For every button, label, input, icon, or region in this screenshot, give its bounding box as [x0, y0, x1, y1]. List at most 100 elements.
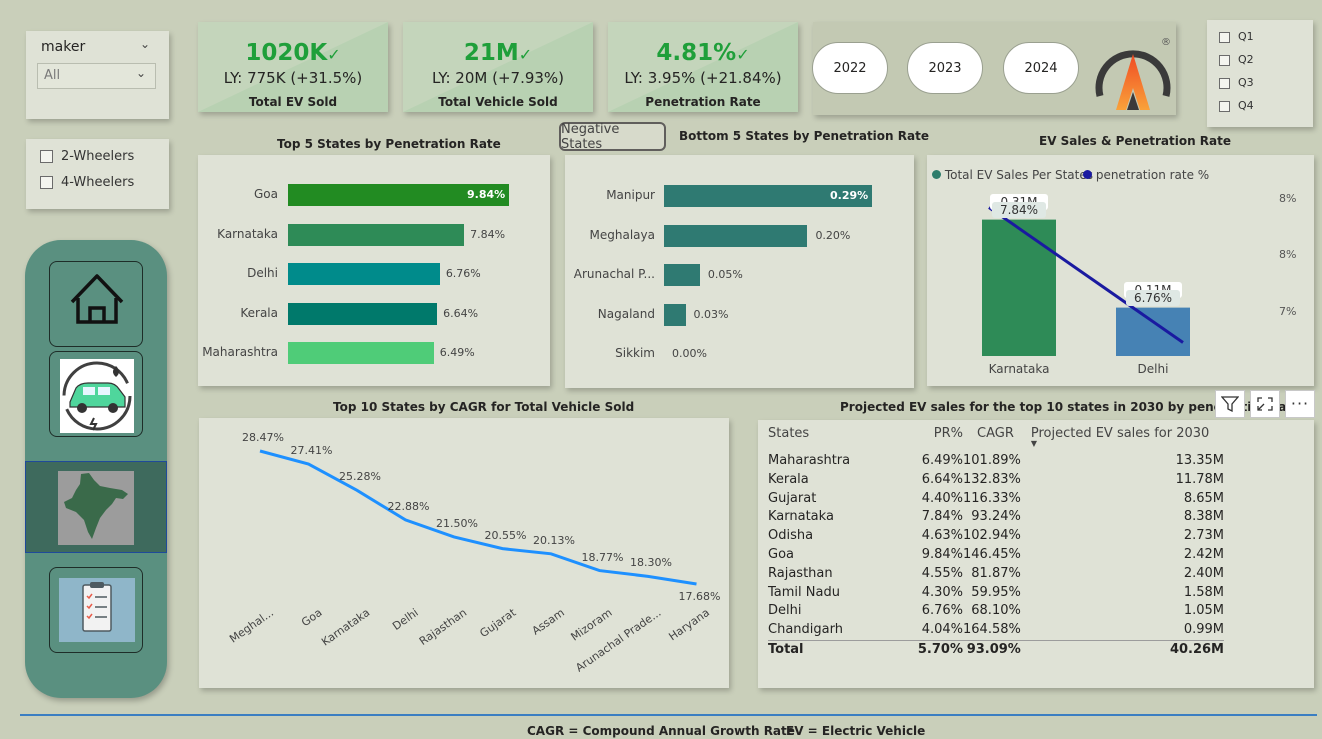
checkbox[interactable]	[1219, 77, 1230, 89]
year-button-2023[interactable]: 2023	[907, 42, 983, 94]
year-button-2024[interactable]: 2024	[1003, 42, 1079, 94]
y-tick: 8%	[1279, 248, 1297, 261]
table-row[interactable]: Delhi 6.76% 68.10% 1.05M	[768, 602, 1224, 621]
nav-map-button[interactable]	[25, 461, 167, 553]
maker-dropdown[interactable]: All ⌄	[37, 63, 156, 89]
bar[interactable]	[664, 303, 686, 326]
data-label: 22.88%	[387, 499, 430, 513]
x-axis-label: Delhi	[1137, 362, 1169, 376]
table-row[interactable]: Rajasthan 4.55% 81.87% 2.40M	[768, 565, 1224, 584]
bottom5-title: Bottom 5 States by Penetration Rate	[679, 129, 929, 143]
cell-projected: 11.78M	[1175, 471, 1224, 487]
data-label: 28.47%	[242, 431, 284, 444]
kpi-penetration-rate: 4.81%✓ LY: 3.95% (+21.84%) Penetration R…	[608, 22, 798, 112]
wheeler-option-4[interactable]: 4-Wheelers	[40, 175, 134, 190]
checkbox[interactable]	[1219, 100, 1230, 112]
table-row[interactable]: Kerala 6.64% 132.83% 11.78M	[768, 471, 1224, 490]
focus-mode-button[interactable]	[1250, 390, 1280, 418]
kpi-value: 1020K✓	[245, 40, 341, 66]
bar[interactable]	[288, 184, 509, 206]
wheeler-option-2[interactable]: 2-Wheelers	[40, 149, 134, 164]
cell-pr: 4.04%	[921, 622, 963, 638]
nav-home-button[interactable]	[49, 261, 143, 347]
quarter-slicer: Q1 Q2 Q3 Q4	[1207, 20, 1313, 127]
table-row[interactable]: Gujarat 4.40% 116.33% 8.65M	[768, 490, 1224, 509]
quarter-option-q4[interactable]: Q4	[1219, 99, 1254, 112]
penetration-line	[988, 206, 1184, 344]
cell-pr: 6.64%	[921, 471, 963, 487]
cell-cagr: 93.24%	[971, 509, 1021, 525]
bar[interactable]	[664, 185, 872, 207]
cell-state: Karnataka	[768, 509, 834, 525]
quarter-option-q2[interactable]: Q2	[1219, 53, 1254, 66]
projected-title: Projected EV sales for the top 10 states…	[840, 400, 1301, 414]
column-header-pr[interactable]: PR%	[933, 426, 963, 441]
kpi-last-year: LY: 3.95% (+21.84%)	[624, 69, 782, 87]
footer-cagr-note: CAGR = Compound Annual Growth Rate	[527, 724, 795, 738]
data-label: 25.28%	[339, 470, 381, 484]
cell-state: Kerala	[768, 471, 809, 487]
column-header-cagr[interactable]: CAGR	[977, 426, 1014, 441]
bar-value-label: 0.05%	[707, 268, 743, 281]
ev-car-icon	[60, 359, 134, 433]
column-header-states[interactable]: States	[768, 426, 810, 441]
table-row[interactable]: Tamil Nadu 4.30% 59.95% 1.58M	[768, 584, 1224, 603]
maker-dropdown-value: All	[44, 68, 61, 83]
cell-state: Total	[768, 639, 908, 661]
bar-category-label: Goa	[254, 187, 278, 201]
bar[interactable]	[1116, 307, 1190, 356]
quarter-option-q1[interactable]: Q1	[1219, 30, 1254, 43]
kpi-label: Penetration Rate	[645, 95, 761, 109]
cell-projected: 1.58M	[1183, 584, 1224, 600]
table-row[interactable]: Goa 9.84% 146.45% 2.42M	[768, 546, 1224, 565]
chevron-up-icon[interactable]: ⌄	[140, 37, 151, 51]
nav-ev-button[interactable]	[49, 351, 143, 437]
table-row[interactable]: Maharashtra 6.49% 101.89% 13.35M	[768, 452, 1224, 471]
data-label: 20.55%	[484, 528, 527, 542]
table-total-row: Total 5.70% 93.09% 40.26M	[768, 639, 1224, 661]
kpi-last-year: LY: 20M (+7.93%)	[431, 69, 565, 87]
year-button-2022[interactable]: 2022	[812, 42, 888, 94]
cagr-line[interactable]	[259, 449, 697, 586]
table-row[interactable]: Odisha 4.63% 102.94% 2.73M	[768, 527, 1224, 546]
brand-logo	[1095, 50, 1171, 110]
bar[interactable]	[288, 223, 465, 246]
quarter-label: Q2	[1238, 53, 1254, 66]
checkbox[interactable]	[40, 176, 53, 189]
more-icon: ···	[1290, 394, 1310, 413]
projected-table: States PR% CAGR Projected EV sales for 2…	[768, 424, 1224, 661]
bar[interactable]	[288, 342, 434, 364]
cell-pr: 6.49%	[921, 453, 963, 468]
filter-button[interactable]	[1215, 390, 1245, 418]
table-row[interactable]: Chandigarh 4.04% 164.58% 0.99M	[768, 621, 1224, 640]
checkbox[interactable]	[1219, 54, 1230, 66]
top5-chart: Goa 9.84% Karnataka 7.84% Delhi 6.76% Kerala 6.…	[198, 155, 550, 386]
data-label: 27.41%	[290, 444, 333, 458]
ev-sales-plot	[982, 206, 1190, 356]
bar[interactable]	[664, 264, 700, 286]
quarter-label: Q3	[1238, 76, 1254, 89]
nav-report-button[interactable]	[49, 567, 143, 653]
more-options-button[interactable]: ···	[1285, 390, 1315, 418]
cell-state: Maharashtra	[768, 453, 851, 468]
top5-title: Top 5 States by Penetration Rate	[277, 137, 501, 151]
negative-states-button[interactable]: Negative States	[559, 122, 666, 152]
checkbox[interactable]	[40, 150, 53, 163]
x-axis-label: Karnataka	[988, 362, 1050, 376]
cell-pr: 5.70%	[908, 639, 963, 661]
column-header-projected[interactable]: Projected EV sales for 2030 ▼	[1021, 424, 1224, 452]
checkbox[interactable]	[1219, 31, 1230, 43]
cell-pr: 4.30%	[921, 584, 963, 600]
ev-sales-chart: Total EV Sales Per States penetration ra…	[927, 155, 1314, 386]
footer-ev-note: EV = Electric Vehicle	[786, 724, 926, 738]
cell-cagr: 59.95%	[971, 584, 1021, 600]
bar[interactable]	[288, 263, 440, 285]
legend-total-ev-sales: Total EV Sales Per States	[932, 168, 1093, 182]
cell-cagr: 116.33%	[963, 490, 1021, 506]
quarter-option-q3[interactable]: Q3	[1219, 76, 1254, 89]
bar[interactable]	[982, 219, 1056, 356]
bar[interactable]	[288, 302, 438, 325]
cell-state: Chandigarh	[768, 622, 843, 638]
bar[interactable]	[664, 224, 808, 247]
table-row[interactable]: Karnataka 7.84% 93.24% 8.38M	[768, 508, 1224, 527]
